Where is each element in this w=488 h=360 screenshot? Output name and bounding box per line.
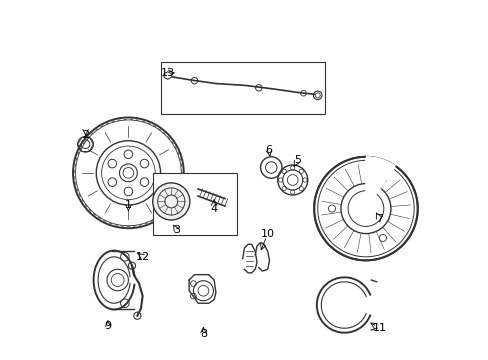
Polygon shape xyxy=(164,72,171,79)
Polygon shape xyxy=(189,275,216,303)
Text: 3: 3 xyxy=(173,225,180,235)
Text: 1: 1 xyxy=(124,200,132,210)
Wedge shape xyxy=(365,157,395,208)
Text: 7: 7 xyxy=(375,214,382,224)
Polygon shape xyxy=(242,244,257,273)
Text: 2: 2 xyxy=(82,130,89,140)
Text: 6: 6 xyxy=(265,145,272,155)
Bar xyxy=(153,173,237,235)
Text: 12: 12 xyxy=(135,252,149,262)
Text: 4: 4 xyxy=(210,203,217,213)
Text: 13: 13 xyxy=(161,68,174,78)
Text: 8: 8 xyxy=(200,329,206,339)
Circle shape xyxy=(152,183,189,220)
Text: 5: 5 xyxy=(293,156,300,165)
Text: 9: 9 xyxy=(104,321,111,332)
Text: 11: 11 xyxy=(372,323,386,333)
Text: 10: 10 xyxy=(260,229,274,239)
Bar xyxy=(160,62,324,114)
Polygon shape xyxy=(255,243,269,271)
